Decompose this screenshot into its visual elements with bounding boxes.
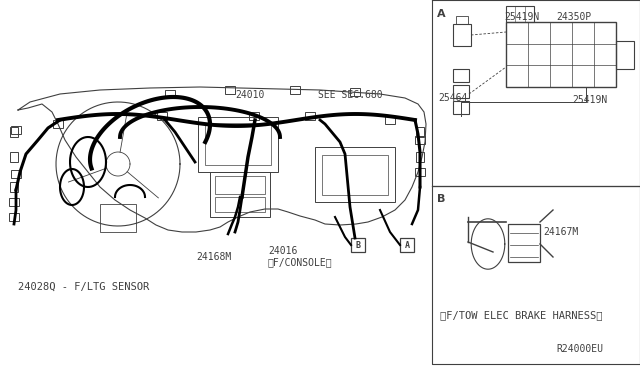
Bar xyxy=(415,136,425,144)
Bar xyxy=(508,224,540,262)
Bar xyxy=(506,6,534,22)
Text: 24168M: 24168M xyxy=(196,252,231,262)
Bar xyxy=(456,16,468,24)
Bar xyxy=(10,152,18,162)
Bar xyxy=(453,101,469,114)
Bar xyxy=(165,90,175,98)
Bar xyxy=(10,127,18,137)
Bar xyxy=(322,155,388,195)
Text: 25419N: 25419N xyxy=(504,12,540,22)
Bar xyxy=(205,123,271,165)
Bar xyxy=(9,213,19,221)
Bar xyxy=(616,41,634,69)
Text: 24016: 24016 xyxy=(268,246,298,256)
Bar xyxy=(453,85,469,98)
Text: 〈F/TOW ELEC BRAKE HARNESS〉: 〈F/TOW ELEC BRAKE HARNESS〉 xyxy=(440,310,602,320)
Bar xyxy=(453,69,469,82)
Bar xyxy=(415,168,425,176)
Text: 24167M: 24167M xyxy=(543,227,579,237)
Bar xyxy=(11,126,21,134)
Bar xyxy=(290,86,300,94)
Text: B: B xyxy=(355,241,360,250)
Bar xyxy=(416,127,424,137)
Bar xyxy=(315,147,395,202)
Bar xyxy=(453,24,471,46)
Text: A: A xyxy=(404,241,410,250)
Text: SEE SEC.680: SEE SEC.680 xyxy=(318,90,383,100)
Bar xyxy=(249,112,259,120)
Text: 24010: 24010 xyxy=(236,90,265,100)
Text: 25464: 25464 xyxy=(438,93,467,103)
Bar xyxy=(350,88,360,96)
Bar xyxy=(400,238,414,252)
Bar xyxy=(9,198,19,206)
Bar xyxy=(215,176,265,194)
Bar xyxy=(157,112,167,120)
Bar xyxy=(10,182,18,192)
Text: 24350P: 24350P xyxy=(556,12,591,22)
Text: B: B xyxy=(437,194,445,204)
Text: 〈F/CONSOLE〉: 〈F/CONSOLE〉 xyxy=(268,257,333,267)
Bar xyxy=(210,172,270,217)
Bar xyxy=(385,116,395,124)
Text: 25419N: 25419N xyxy=(572,95,607,105)
Bar xyxy=(506,22,616,87)
Text: 24028Q - F/LTG SENSOR: 24028Q - F/LTG SENSOR xyxy=(18,282,149,292)
Bar xyxy=(351,238,365,252)
Bar xyxy=(215,197,265,212)
Text: R24000EU: R24000EU xyxy=(557,344,604,354)
Text: A: A xyxy=(437,9,445,19)
Bar xyxy=(53,120,63,128)
Bar xyxy=(305,112,315,120)
Bar xyxy=(198,117,278,172)
Bar xyxy=(225,86,235,94)
Bar xyxy=(416,152,424,162)
Bar xyxy=(11,170,21,178)
Bar xyxy=(100,204,136,232)
